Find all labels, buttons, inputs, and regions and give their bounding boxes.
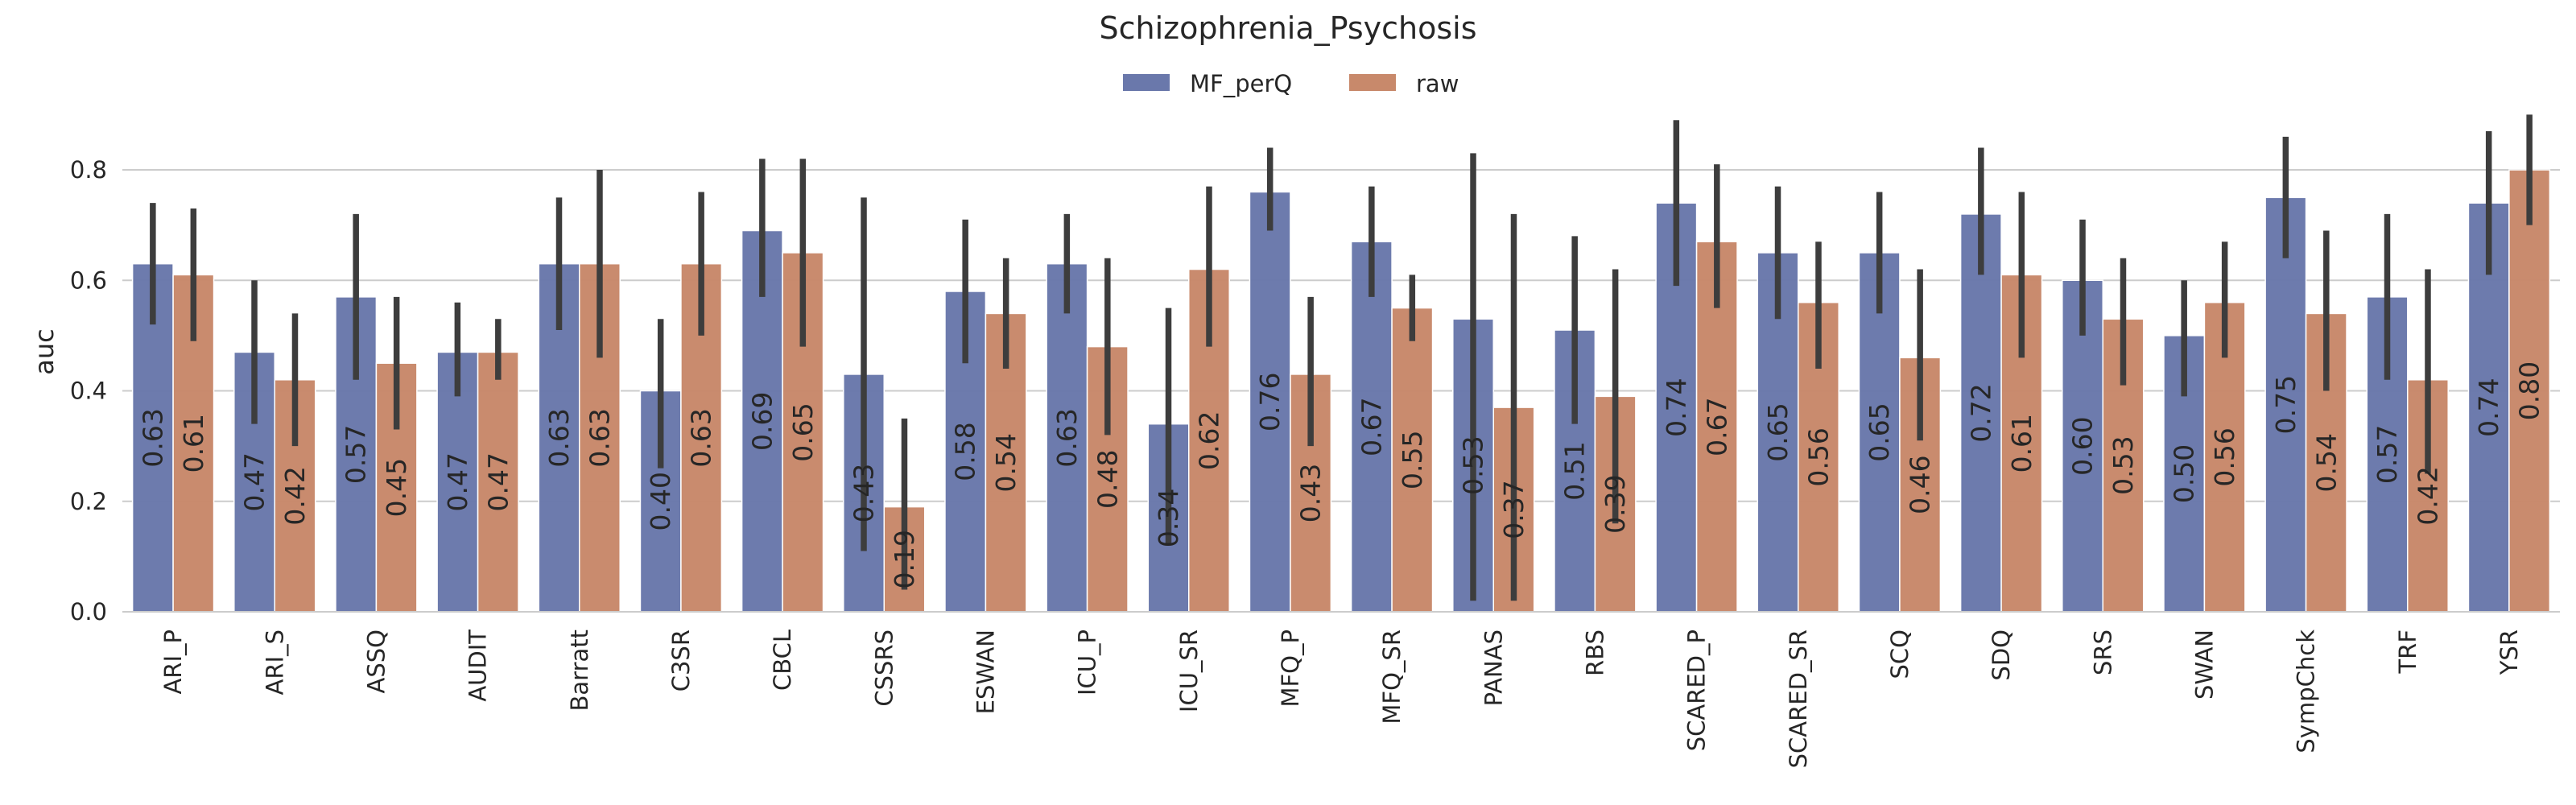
x-tick-label: ESWAN xyxy=(972,630,999,714)
x-tick-label: SCQ xyxy=(1886,630,1913,679)
data-label: 0.51 xyxy=(1559,441,1591,500)
x-tick-label: RBS xyxy=(1581,630,1608,676)
data-label: 0.76 xyxy=(1254,372,1286,431)
data-label: 0.75 xyxy=(2270,375,2301,434)
data-label: 0.56 xyxy=(2209,427,2240,486)
x-tick-label: MFQ_SR xyxy=(1378,630,1406,724)
data-label: 0.72 xyxy=(1965,383,1996,442)
data-label: 0.42 xyxy=(2412,466,2443,525)
y-gridlines xyxy=(122,169,2560,502)
bar-raw xyxy=(477,351,519,613)
data-label: 0.50 xyxy=(2169,444,2200,503)
data-label: 0.57 xyxy=(341,425,372,484)
data-label: 0.74 xyxy=(1661,378,1692,436)
data-label: 0.40 xyxy=(645,472,676,530)
x-tick-label: CSSRS xyxy=(870,630,898,707)
x-axis-ticks: ARI_P ARI_S ASSQ AUDIT Barratt C3SR CBCL CSSRS E… xyxy=(159,630,2523,769)
y-axis-label: auc xyxy=(29,328,60,374)
x-tick-label: ARI_S xyxy=(261,630,288,695)
data-label: 0.43 xyxy=(1295,464,1327,522)
data-label: 0.56 xyxy=(1802,427,1834,486)
data-label: 0.47 xyxy=(482,452,514,511)
bar-mf-perq xyxy=(1350,241,1393,613)
y-axis-ticks: 0.0 0.2 0.4 0.6 0.8 xyxy=(70,156,107,625)
data-label: 0.42 xyxy=(279,466,311,525)
x-tick-label: ASSQ xyxy=(362,630,390,693)
x-tick-label: CBCL xyxy=(769,630,796,691)
data-label: 0.58 xyxy=(950,422,981,481)
x-tick-label: ICU_SR xyxy=(1175,630,1203,712)
x-tick-label: SDQ xyxy=(1988,630,2015,681)
y-tick-label: 0.6 xyxy=(70,266,107,294)
data-label: 0.67 xyxy=(1701,397,1732,456)
x-tick-label: SCARED_P xyxy=(1683,630,1711,751)
data-label: 0.65 xyxy=(1864,402,1895,461)
bar-raw xyxy=(2508,169,2551,613)
data-labels: 0.63 0.61 0.47 0.42 0.57 0.45 0.47 0.47 0.63 0.63… xyxy=(137,361,2545,589)
x-tick-label: SWAN xyxy=(2190,630,2218,700)
data-label: 0.62 xyxy=(1193,411,1224,470)
bar-raw xyxy=(2407,379,2449,613)
data-label: 0.19 xyxy=(889,530,920,588)
chart-title: Schizophrenia_Psychosis xyxy=(1099,10,1476,46)
x-tick-label: SRS xyxy=(2089,630,2116,675)
data-label: 0.63 xyxy=(137,408,168,467)
data-label: 0.74 xyxy=(2473,378,2504,436)
data-label: 0.65 xyxy=(1762,402,1794,461)
legend-swatch-raw xyxy=(1349,74,1396,91)
data-label: 0.53 xyxy=(2107,436,2139,494)
data-label: 0.55 xyxy=(1397,431,1428,489)
x-tick-label: PANAS xyxy=(1480,630,1507,706)
data-label: 0.63 xyxy=(543,408,575,467)
data-label: 0.54 xyxy=(2310,433,2342,492)
bar-mf-perq xyxy=(1959,213,2002,613)
x-tick-label: SympChck xyxy=(2293,630,2320,753)
data-label: 0.65 xyxy=(787,402,819,461)
data-label: 0.45 xyxy=(381,458,412,517)
x-tick-label: C3SR xyxy=(667,630,695,691)
data-label: 0.53 xyxy=(1458,436,1489,494)
data-label: 0.61 xyxy=(178,414,209,473)
y-tick-label: 0.4 xyxy=(70,378,107,405)
data-label: 0.63 xyxy=(1051,408,1083,467)
legend: MF_perQ raw xyxy=(1123,70,1459,97)
data-label: 0.43 xyxy=(848,464,880,522)
y-tick-label: 0.0 xyxy=(70,598,107,625)
data-label: 0.39 xyxy=(1600,474,1631,533)
data-label: 0.48 xyxy=(1092,450,1123,509)
y-tick-label: 0.2 xyxy=(70,488,107,515)
data-label: 0.60 xyxy=(2067,416,2099,475)
x-tick-label: Barratt xyxy=(566,630,593,712)
data-label: 0.63 xyxy=(584,408,615,467)
y-tick-label: 0.8 xyxy=(70,156,107,184)
x-tick-label: AUDIT xyxy=(464,630,492,702)
x-tick-label: MFQ_P xyxy=(1277,630,1304,708)
data-label: 0.47 xyxy=(442,452,473,511)
data-label: 0.34 xyxy=(1153,489,1184,547)
data-label: 0.47 xyxy=(239,452,270,511)
legend-swatch-mf-perq xyxy=(1123,74,1170,91)
data-label: 0.57 xyxy=(2372,425,2403,484)
x-tick-label: TRF xyxy=(2394,630,2421,675)
data-label: 0.67 xyxy=(1356,397,1387,456)
x-tick-label: SCARED_SR xyxy=(1785,630,1812,768)
error-bars xyxy=(150,114,2533,601)
data-label: 0.46 xyxy=(1905,455,1936,514)
data-label: 0.63 xyxy=(686,408,717,467)
bar-mf-perq xyxy=(1046,262,1088,613)
x-tick-label: YSR xyxy=(2496,630,2523,675)
legend-label-mf-perq: MF_perQ xyxy=(1190,70,1292,97)
data-label: 0.80 xyxy=(2514,361,2545,420)
bar-raw xyxy=(1391,307,1434,613)
data-label: 0.54 xyxy=(990,433,1022,492)
x-tick-label: ICU_P xyxy=(1074,630,1101,696)
data-label: 0.61 xyxy=(2006,414,2037,473)
data-label: 0.69 xyxy=(746,392,778,451)
legend-label-raw: raw xyxy=(1416,70,1459,97)
x-tick-label: ARI_P xyxy=(159,630,187,695)
data-label: 0.37 xyxy=(1498,480,1530,539)
